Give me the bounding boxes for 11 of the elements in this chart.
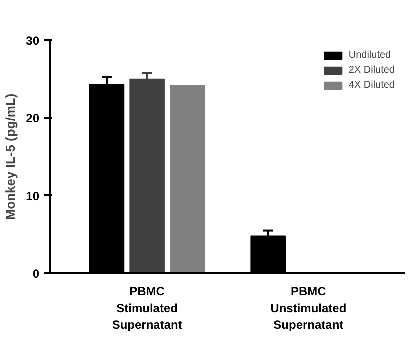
legend-label: 4X Diluted: [348, 80, 395, 91]
legend-label: Undiluted: [348, 50, 392, 61]
x-tick-label: PBMC Stimulated Supernatant: [112, 284, 182, 332]
y-tick-label: 10: [26, 189, 40, 204]
y-tick-label: 30: [26, 34, 40, 48]
x-tick-label: PBMC Unstimulated Supernatant: [270, 284, 347, 332]
y-axis-title: Monkey IL-5 (pg/mL): [3, 94, 18, 220]
bar: [170, 85, 206, 274]
y-tick-label: 20: [26, 112, 40, 126]
y-tick-label: 0: [32, 267, 40, 281]
legend-label: 2X Diluted: [348, 65, 395, 76]
